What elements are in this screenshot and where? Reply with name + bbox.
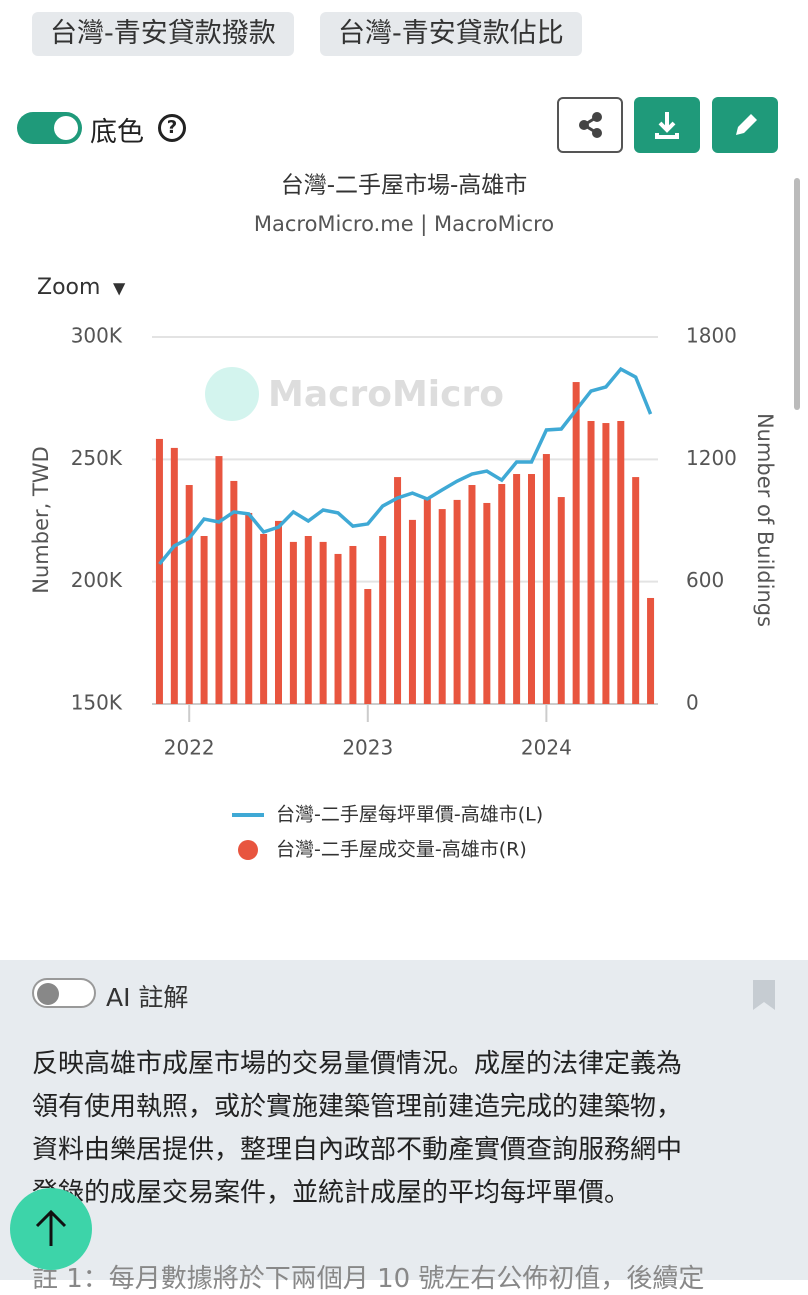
tag[interactable]: 台灣-青安貸款佔比 [320,12,582,56]
description-line: 資料由樂居提供，整理自內政部不動產實價查詢服務網中 [32,1135,683,1165]
legend-label[interactable]: 台灣-二手屋成交量-高雄市(R) [276,839,527,861]
y2-tick-label: 0 [686,691,699,715]
download-button[interactable] [634,97,700,153]
tag[interactable]: 台灣-青安貸款撥款 [32,12,294,56]
bar [542,454,550,704]
bar [617,421,625,704]
bar [453,499,461,704]
x-tick-label: 2024 [521,736,572,760]
bar [364,589,372,704]
bar [319,541,327,704]
y2-axis-title: Number of Buildings [753,413,777,627]
bar [334,553,342,704]
x-tick-label: 2023 [342,736,393,760]
help-icon[interactable]: ? [158,114,186,142]
bar [260,533,268,704]
bar [632,477,640,704]
y-tick-label: 150K [71,691,123,715]
ai-toggle[interactable] [32,978,96,1008]
chart-title: 台灣-二手屋市場-高雄市 [281,173,528,199]
toggle-label: 底色 [90,117,144,148]
bar [170,447,178,704]
bar [438,509,446,704]
y2-tick-label: 1800 [686,324,737,348]
ai-label: AI 註解 [106,983,189,1012]
watermark: MacroMicro [268,374,504,415]
bookmark-icon[interactable] [751,978,777,1012]
watermark-logo [205,367,259,421]
bar [483,502,491,704]
bar [275,520,282,704]
bar [394,477,402,704]
bar [572,382,580,704]
bar [647,597,655,704]
bar [513,474,521,704]
bar [245,512,253,704]
toggle[interactable] [17,112,82,144]
note: 註 1：每月數據將於下兩個月 10 號左右公佈初值，後續定 [32,1264,705,1294]
bar [423,497,431,704]
chart: 台灣-二手屋市場-高雄市 MacroMicro.me | MacroMicro … [29,173,777,861]
bar [468,485,476,704]
bar [304,535,312,704]
bar [528,474,535,704]
bar [215,456,223,704]
legend-label[interactable]: 台灣-二手屋每坪單價-高雄市(L) [276,804,543,826]
description-line: 登錄的成屋交易案件，並統計成屋的平均每坪單價。 [32,1178,631,1208]
bar [200,535,208,704]
description-line: 反映高雄市成屋市場的交易量價情況。成屋的法律定義為 [32,1049,683,1079]
bar [155,438,163,704]
scrollbar [794,178,800,410]
bar [379,535,387,704]
y2-tick-label: 600 [686,568,724,592]
bar [408,519,416,704]
scroll-top-button[interactable] [10,1188,92,1270]
bar [289,541,297,704]
chart-subtitle: MacroMicro.me | MacroMicro [254,212,554,237]
legend-symbol [238,840,258,860]
description-line: 領有使用執照，或於實施建築管理前建造完成的建築物， [32,1092,683,1122]
bar [230,480,238,704]
y-tick-label: 250K [71,446,123,470]
x-tick-label: 2022 [164,736,215,760]
share-button[interactable] [557,97,623,153]
y-tick-label: 200K [71,568,123,592]
bar [602,423,610,704]
y-axis-title: Number, TWD [29,446,53,593]
bar [498,484,506,704]
bar [185,485,193,704]
edit-button[interactable] [712,97,778,153]
line [158,366,653,566]
y2-tick-label: 1200 [686,446,737,470]
zoom-button[interactable]: Zoom [37,275,100,300]
y-tick-label: 300K [71,324,123,348]
bar [349,545,357,704]
bar [557,497,565,704]
ai-section [0,960,808,1280]
bar [587,421,595,704]
zoom-arrow: ▼ [113,279,126,298]
